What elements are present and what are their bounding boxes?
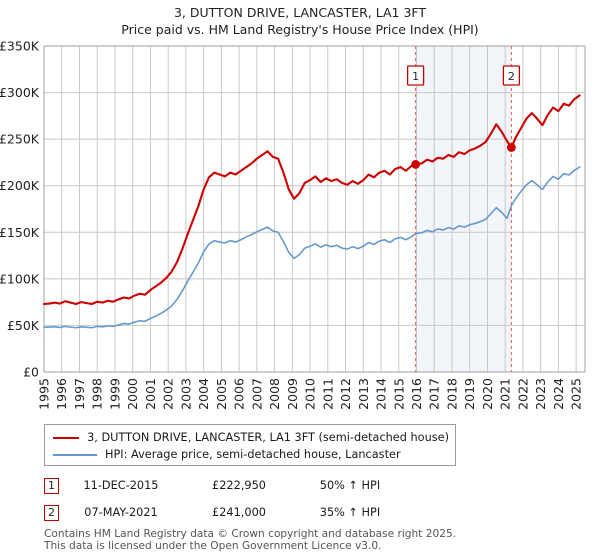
transaction-date: 07-MAY-2021 (84, 506, 158, 519)
y-axis-tick-label: £350K (0, 39, 40, 54)
transactions-table: 1 11-DEC-2015 £222,950 50% ↑ HPI 2 07-MA… (44, 472, 464, 526)
copyright-footer: Contains HM Land Registry data © Crown c… (44, 528, 584, 553)
transaction-date: 11-DEC-2015 (83, 479, 159, 492)
footer-line-2: This data is licensed under the Open Gov… (44, 540, 382, 553)
legend-label-hpi: HPI: Average price, semi-detached house,… (105, 448, 401, 461)
x-axis-tick-label: 2017 (427, 378, 442, 410)
x-axis-tick-label: 2013 (356, 378, 371, 410)
x-axis-tick-label: 1996 (54, 378, 69, 410)
x-axis-tick-label: 2010 (303, 378, 318, 410)
chart-canvas: £0 £50K £100K £150K £200K £250K £300K £350K 1995… (0, 39, 586, 410)
x-axis-tick-label: 2021 (498, 378, 513, 410)
status-badge: 1 (44, 477, 59, 494)
transaction-hpi-delta: 50% ↑ HPI (319, 479, 381, 492)
x-axis-tick-label: 2024 (551, 378, 566, 410)
event-marker-label: 2 (508, 70, 515, 83)
transaction-price: £222,950 (212, 479, 266, 492)
x-axis-tick-label: 1999 (107, 378, 122, 410)
x-axis-tick-label: 2003 (178, 378, 193, 410)
y-axis-tick-label: £250K (0, 132, 40, 147)
y-axis-tick-label: £50K (7, 318, 40, 333)
y-axis-tick-label: £300K (0, 85, 40, 100)
event-marker-box[interactable] (502, 65, 521, 86)
y-axis-tick-label: £200K (0, 178, 40, 193)
chart-legend: 3, DUTTON DRIVE, LANCASTER, LA1 3FT (sem… (44, 424, 456, 466)
x-axis-tick-label: 1995 (37, 378, 52, 410)
x-axis-tick-label: 2005 (214, 378, 229, 410)
title-line-1: 3, DUTTON DRIVE, LANCASTER, LA1 3FT (173, 5, 427, 20)
x-axis-tick-label: 2007 (249, 378, 264, 410)
x-axis-tick-label: 2011 (320, 378, 335, 410)
x-axis-tick-label: 2022 (515, 378, 530, 410)
legend-swatch-price-paid (53, 436, 80, 439)
x-axis-tick-label: 1998 (90, 378, 105, 410)
legend-item-hpi: HPI: Average price, semi-detached house,… (51, 446, 449, 463)
x-axis-tick-label: 1997 (72, 378, 87, 410)
footer-line-1: Contains HM Land Registry data © Crown c… (44, 528, 457, 540)
x-axis-tick-label: 2018 (444, 378, 459, 410)
y-axis-tick-label: £100K (0, 271, 40, 286)
series-line-hpi (43, 166, 581, 329)
x-axis-tick-label: 2009 (285, 378, 300, 410)
y-axis-tick-label: £150K (0, 225, 40, 240)
status-badge: 2 (44, 504, 59, 521)
x-axis-tick-label: 2025 (569, 378, 584, 410)
table-row[interactable]: 1 11-DEC-2015 £222,950 50% ↑ HPI (44, 472, 464, 499)
x-axis-tick-label: 2012 (338, 378, 353, 410)
x-axis-tick-label: 2001 (143, 378, 158, 410)
legend-swatch-hpi (53, 453, 97, 456)
x-axis-tick-label: 2004 (196, 378, 211, 410)
legend-label-price-paid: 3, DUTTON DRIVE, LANCASTER, LA1 3FT (sem… (87, 431, 449, 444)
x-axis-tick-label: 2014 (374, 378, 389, 410)
x-axis-tick-label: 2008 (267, 378, 282, 410)
transaction-hpi-delta: 35% ↑ HPI (319, 506, 381, 519)
transaction-price: £241,000 (212, 506, 266, 519)
y-axis-tick-label: £0 (23, 365, 39, 380)
x-axis-tick-label: 2020 (480, 378, 495, 410)
page-title: 3, DUTTON DRIVE, LANCASTER, LA1 3FT Pric… (0, 4, 600, 38)
price-history-chart: £0 £50K £100K £150K £200K £250K £300K £350K 1995… (0, 39, 586, 410)
legend-item-price-paid: 3, DUTTON DRIVE, LANCASTER, LA1 3FT (sem… (51, 429, 449, 446)
x-axis-tick-label: 2015 (391, 378, 406, 410)
x-axis-tick-label: 2019 (462, 378, 477, 410)
sale-point-marker[interactable] (506, 143, 516, 152)
x-axis-tick-label: 2016 (409, 378, 424, 410)
table-row[interactable]: 2 07-MAY-2021 £241,000 35% ↑ HPI (44, 499, 464, 526)
event-marker-box[interactable] (406, 65, 425, 86)
x-axis-tick-label: 2006 (232, 378, 247, 410)
series-line-price-paid (42, 94, 581, 306)
sale-point-marker[interactable] (411, 159, 421, 169)
event-marker-label: 1 (412, 70, 419, 83)
title-line-2: Price paid vs. HM Land Registry's House … (121, 22, 479, 37)
x-axis-tick-label: 2000 (125, 378, 140, 410)
x-axis-tick-label: 2002 (161, 378, 176, 410)
x-axis-tick-label: 2023 (533, 378, 548, 410)
